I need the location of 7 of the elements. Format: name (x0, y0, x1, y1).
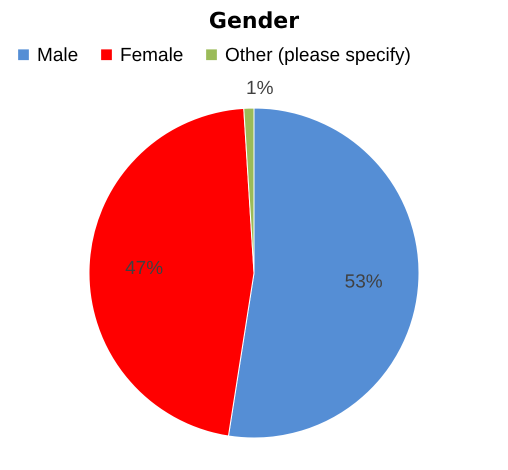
legend-label: Other (please specify) (225, 44, 411, 66)
data-label: 1% (246, 78, 274, 100)
data-label: 53% (344, 272, 383, 293)
legend-label: Female (120, 44, 184, 66)
legend-label: Male (37, 44, 78, 66)
data-label: 47% (125, 258, 164, 279)
chart-title: Gender (208, 9, 300, 34)
